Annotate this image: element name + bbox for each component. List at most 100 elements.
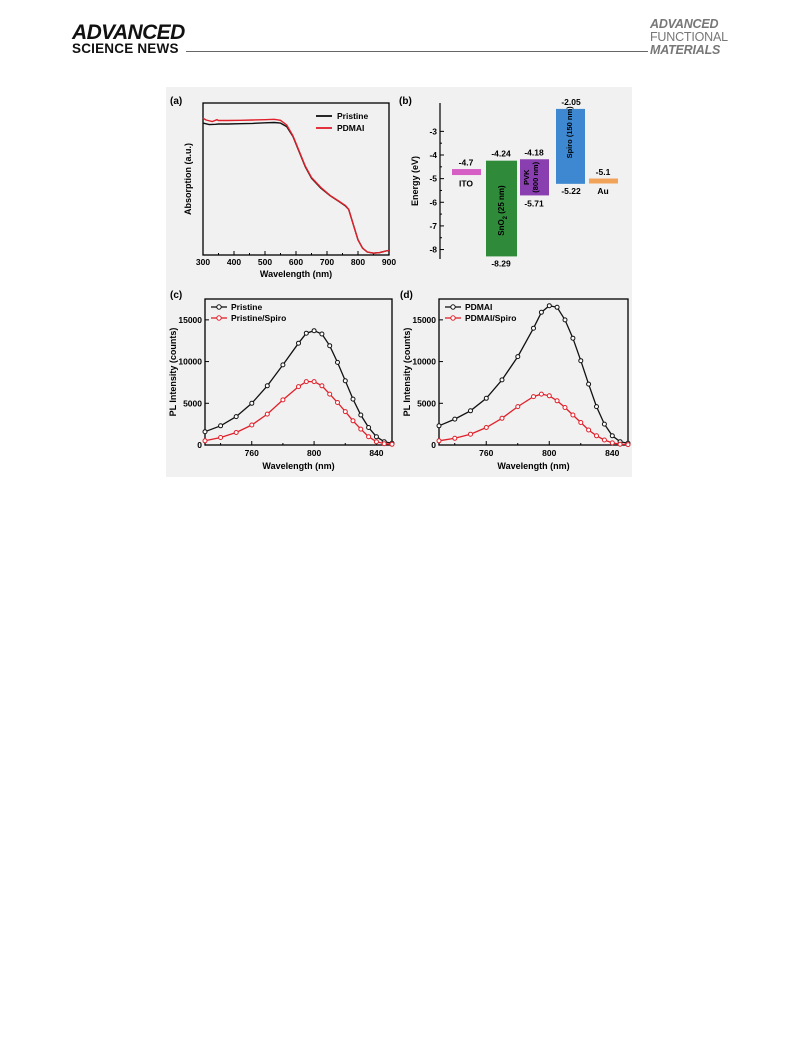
y-tick-label-c: 0	[197, 440, 202, 450]
data-point-pdmai	[538, 309, 544, 315]
legend-label-pristine: Pristine	[231, 302, 262, 312]
data-point-pdmai-spiro	[546, 393, 552, 399]
x-tick-label-a: 400	[227, 257, 241, 267]
level-au	[589, 178, 618, 184]
data-point-pristine	[296, 340, 301, 346]
y-tick-label-d: 15000	[412, 315, 436, 325]
legend-label-pristine: Pristine	[337, 111, 368, 121]
legend-marker-pdmai-spiro	[450, 315, 456, 321]
journal-logo-line2: FUNCTIONAL	[650, 29, 728, 44]
data-point-pdmai	[499, 377, 505, 383]
y-tick-label-b: -8	[429, 245, 437, 255]
x-tick-label-a: 300	[196, 257, 210, 267]
level-ito	[452, 169, 481, 176]
data-point-pristine	[373, 434, 379, 440]
level-name-sno2-subscript: 2	[503, 215, 509, 219]
data-point-pdmai-spiro	[499, 415, 505, 421]
panel-label-b: (b)	[399, 96, 412, 107]
data-point-pristine-spiro	[350, 418, 356, 424]
data-point-pdmai-spiro	[609, 440, 615, 446]
data-point-pristine-spiro	[358, 426, 364, 432]
level-value-ito: -4.7	[459, 158, 474, 168]
data-point-pdmai-spiro	[452, 435, 458, 441]
series-line-pristine-spiro	[204, 380, 393, 445]
y-tick-label-d: 5000	[417, 398, 436, 408]
data-point-pdmai-spiro	[436, 438, 442, 444]
level-name-pvk-line2: (800 nm)	[531, 161, 540, 192]
y-tick-label-b: -3	[429, 126, 437, 136]
x-tick-label-a: 700	[320, 257, 334, 267]
x-axis-label-c: Wavelength (nm)	[262, 461, 334, 471]
data-point-pristine-spiro	[296, 384, 301, 390]
header-rule	[186, 51, 648, 52]
data-point-pdmai-spiro	[601, 437, 607, 443]
data-point-pdmai-spiro	[538, 391, 544, 397]
data-point-pdmai	[594, 404, 599, 410]
data-point-pristine-spiro	[342, 409, 348, 415]
data-point-pristine	[202, 429, 208, 435]
y-tick-label-b: -7	[429, 221, 437, 231]
x-axis-label-d: Wavelength (nm)	[497, 461, 569, 471]
data-point-pristine-spiro	[381, 441, 387, 447]
x-tick-label-d: 760	[479, 448, 493, 458]
data-point-pristine	[335, 359, 340, 365]
data-point-pdmai	[483, 395, 489, 401]
legend-label-pdmai: PDMAI	[465, 302, 492, 312]
figure: (a) 300 400 500 600 700 800 900 Wavelength (nm) A…	[166, 87, 632, 477]
data-point-pristine	[311, 328, 317, 334]
level-name-pvk-line1: PVK	[522, 169, 531, 185]
data-point-pdmai	[570, 335, 576, 341]
data-point-pdmai-spiro	[562, 405, 568, 410]
publisher-logo-line2: SCIENCE NEWS	[72, 41, 179, 56]
data-point-pdmai-spiro	[468, 431, 473, 437]
data-point-pdmai	[586, 381, 592, 387]
data-point-pdmai	[531, 325, 536, 331]
y-tick-label-b: -5	[429, 174, 437, 184]
legend-marker-pdmai	[450, 304, 456, 310]
x-tick-label-c: 800	[307, 448, 321, 458]
data-point-pristine	[342, 378, 348, 384]
data-point-pdmai	[578, 358, 584, 364]
journal-header: ADVANCED SCIENCE NEWS ADVANCED FUNCTIONA…	[0, 0, 793, 60]
x-tick-label-a: 500	[258, 257, 272, 267]
data-point-pdmai-spiro	[483, 425, 489, 430]
y-tick-label-c: 5000	[183, 398, 202, 408]
data-point-pristine-spiro	[335, 400, 340, 405]
data-point-pdmai	[601, 421, 607, 427]
level-name-spiro: Spiro (150 nm)	[565, 106, 574, 159]
figure-svg: (a) 300 400 500 600 700 800 900 Wavelength (nm) A…	[168, 96, 631, 471]
plot-frame-c	[204, 298, 393, 446]
data-point-pristine	[319, 331, 325, 337]
data-point-pdmai	[468, 408, 473, 414]
x-tick-label-c: 840	[369, 448, 383, 458]
x-tick-label-a: 800	[351, 257, 365, 267]
plot-frame-d	[438, 298, 629, 446]
level-spiro	[556, 108, 585, 184]
data-point-pristine-spiro	[319, 383, 325, 389]
data-point-pdmai-spiro	[625, 442, 631, 448]
data-point-pristine-spiro	[264, 411, 270, 417]
journal-logo: ADVANCED FUNCTIONAL MATERIALS	[650, 18, 728, 56]
data-point-pdmai	[609, 433, 615, 439]
data-point-pdmai	[436, 423, 442, 429]
data-point-pristine-spiro	[373, 439, 379, 445]
x-axis-label-a: Wavelength (nm)	[260, 269, 332, 279]
level-value-top-spiro: -2.05	[561, 97, 581, 107]
data-point-pdmai-spiro	[594, 433, 599, 439]
legend-label-pristine-spiro: Pristine/Spiro	[231, 313, 286, 323]
x-tick-label-d: 800	[542, 448, 556, 458]
data-point-pristine-spiro	[218, 435, 224, 440]
level-name-sno2-part: (25 nm)	[497, 185, 506, 216]
data-point-pdmai	[515, 354, 521, 360]
data-point-pristine-spiro	[233, 430, 239, 435]
level-value-bottom-pvk: -5.71	[524, 198, 544, 208]
data-point-pristine-spiro	[366, 434, 372, 440]
data-point-pdmai-spiro	[570, 412, 576, 418]
x-tick-label-c: 760	[245, 448, 259, 458]
data-point-pristine	[233, 414, 239, 420]
data-point-pristine	[358, 412, 364, 418]
data-point-pristine-spiro	[202, 438, 208, 444]
data-point-pristine	[303, 330, 309, 336]
y-axis-label-b: Energy (eV)	[410, 156, 420, 206]
y-tick-label-c: 10000	[178, 357, 202, 367]
